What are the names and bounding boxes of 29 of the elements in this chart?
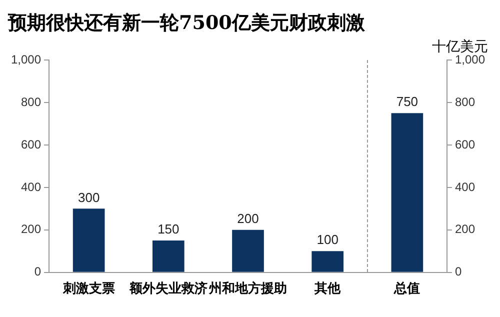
chart-title: 预期很快还有新一轮7500亿美元财政刺激 (8, 11, 366, 36)
data-label: 200 (237, 211, 259, 226)
y2-tick-label: 800 (454, 94, 476, 109)
y2-tick-label: 400 (454, 180, 476, 194)
bar (391, 113, 424, 272)
y2-tick-label: 200 (454, 222, 476, 236)
y-tick-label: 1,000 (11, 52, 42, 66)
bar (152, 240, 184, 272)
bar (72, 208, 105, 272)
bar (232, 230, 264, 272)
data-label: 100 (316, 232, 338, 248)
x-tick-label: 刺激支票 (62, 282, 115, 297)
y-tick-label: 0 (34, 264, 42, 279)
y2-tick-label: 0 (454, 264, 462, 279)
data-label: 300 (78, 190, 100, 205)
y-tick-label: 200 (21, 222, 42, 236)
y2-tick-label: 1,000 (454, 52, 486, 66)
x-tick-label: 额外失业救济 (128, 280, 208, 297)
y-tick-label: 600 (21, 137, 42, 152)
x-tick-label: 其他 (314, 282, 342, 297)
bar (312, 251, 344, 272)
data-label: 150 (158, 222, 180, 237)
data-label: 750 (396, 94, 418, 110)
y2-axis-title: 十亿美元 (432, 38, 488, 55)
y-tick-label: 800 (21, 94, 42, 109)
x-tick-label: 总值 (393, 280, 420, 297)
y-tick-label: 400 (21, 180, 42, 194)
x-tick-label: 州和地方援助 (208, 280, 287, 297)
y2-tick-label: 600 (454, 137, 476, 152)
